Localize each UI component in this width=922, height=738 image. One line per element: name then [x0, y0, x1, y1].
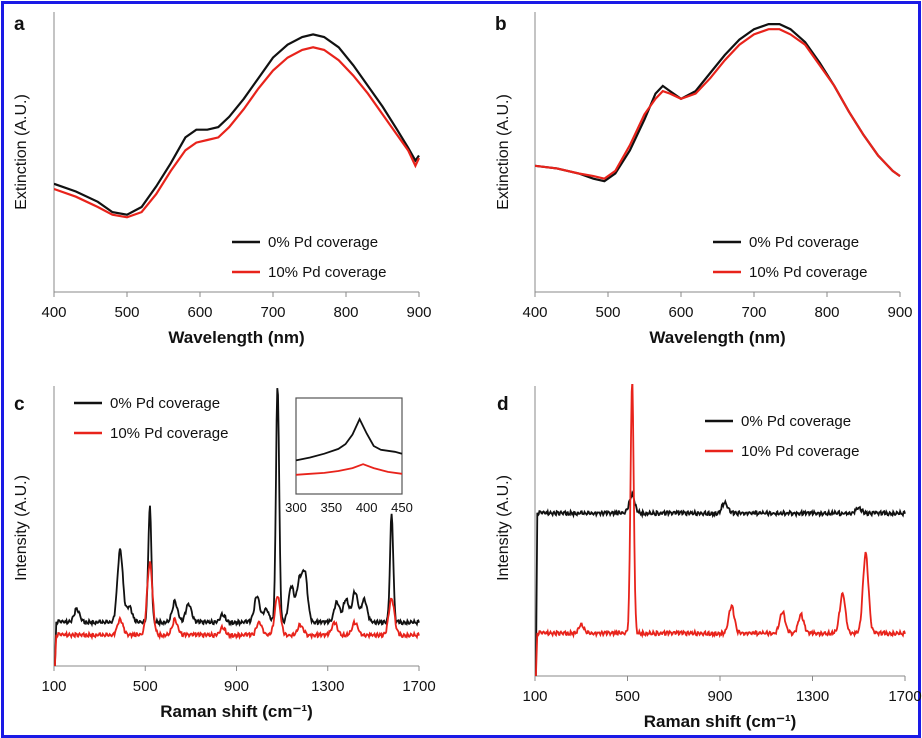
x-tick-label: 100 [41, 678, 66, 695]
spectrum-line-c-0 [54, 388, 420, 666]
spectrum-line-c-1 [54, 561, 420, 666]
x-axis-label: Wavelength (nm) [168, 328, 304, 347]
series-line-b-1 [535, 28, 901, 180]
inset-tick-label: 300 [285, 500, 307, 515]
x-tick-label: 500 [133, 678, 158, 695]
inset-line-0 [295, 417, 403, 462]
y-axis-label: Intensity (A.U.) [495, 475, 512, 581]
x-tick-label: 700 [741, 304, 766, 321]
panel-label-a: a [14, 14, 25, 35]
x-tick-label: 900 [224, 678, 249, 695]
x-tick-label: 800 [814, 304, 839, 321]
y-axis-label: Extinction (A.U.) [495, 94, 512, 210]
panel-label-b: b [495, 14, 507, 35]
spectrum-line-d-1 [535, 384, 906, 676]
x-tick-label: 100 [522, 688, 547, 705]
x-tick-label: 500 [615, 688, 640, 705]
x-tick-label: 1300 [311, 678, 344, 695]
x-tick-label: 500 [595, 304, 620, 321]
legend-label-zero: 0% Pd coverage [741, 413, 851, 430]
x-tick-label: 700 [260, 304, 285, 321]
legend-label-ten: 10% Pd coverage [268, 264, 386, 281]
x-tick-label: 900 [887, 304, 912, 321]
inset-tick-label: 350 [320, 500, 342, 515]
x-tick-label: 1700 [402, 678, 435, 695]
x-tick-label: 900 [406, 304, 431, 321]
x-tick-label: 600 [187, 304, 212, 321]
inset-tick-label: 450 [391, 500, 413, 515]
inset-tick-label: 400 [356, 500, 378, 515]
legend-label-ten: 10% Pd coverage [110, 425, 228, 442]
x-tick-label: 400 [522, 304, 547, 321]
legend-label-zero: 0% Pd coverage [110, 395, 220, 412]
x-tick-label: 1300 [796, 688, 829, 705]
panel-label-d: d [497, 394, 509, 415]
x-axis-label: Raman shift (cm⁻¹) [644, 712, 797, 731]
x-tick-label: 600 [668, 304, 693, 321]
series-line-a-1 [54, 46, 420, 219]
legend-label-zero: 0% Pd coverage [268, 234, 378, 251]
legend-label-ten: 10% Pd coverage [749, 264, 867, 281]
legend-label-zero: 0% Pd coverage [749, 234, 859, 251]
x-axis-label: Wavelength (nm) [649, 328, 785, 347]
legend-label-ten: 10% Pd coverage [741, 443, 859, 460]
spectrum-line-d-0 [535, 490, 906, 676]
x-tick-label: 1700 [888, 688, 921, 705]
x-tick-label: 400 [41, 304, 66, 321]
x-tick-label: 900 [707, 688, 732, 705]
inset-box [295, 397, 403, 495]
x-axis-label: Raman shift (cm⁻¹) [160, 702, 313, 721]
x-tick-label: 500 [114, 304, 139, 321]
panel-label-c: c [14, 394, 25, 415]
series-line-b-0 [535, 23, 901, 183]
y-axis-label: Extinction (A.U.) [13, 94, 30, 210]
x-tick-label: 800 [333, 304, 358, 321]
y-axis-label: Intensity (A.U.) [13, 475, 30, 581]
inset-line-1 [295, 463, 403, 476]
series-line-a-0 [54, 33, 420, 216]
